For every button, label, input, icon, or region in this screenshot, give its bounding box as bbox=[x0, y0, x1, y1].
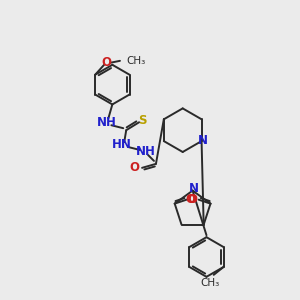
Text: S: S bbox=[138, 114, 146, 127]
Text: O: O bbox=[129, 161, 139, 174]
Text: N: N bbox=[189, 182, 199, 195]
Text: CH₃: CH₃ bbox=[126, 56, 145, 66]
Text: O: O bbox=[186, 193, 196, 206]
Text: CH₃: CH₃ bbox=[200, 278, 219, 288]
Text: O: O bbox=[101, 56, 111, 69]
Text: NH: NH bbox=[97, 116, 116, 129]
Text: O: O bbox=[188, 193, 198, 206]
Text: NH: NH bbox=[136, 146, 156, 158]
Text: HN: HN bbox=[112, 138, 132, 151]
Text: N: N bbox=[198, 134, 208, 147]
